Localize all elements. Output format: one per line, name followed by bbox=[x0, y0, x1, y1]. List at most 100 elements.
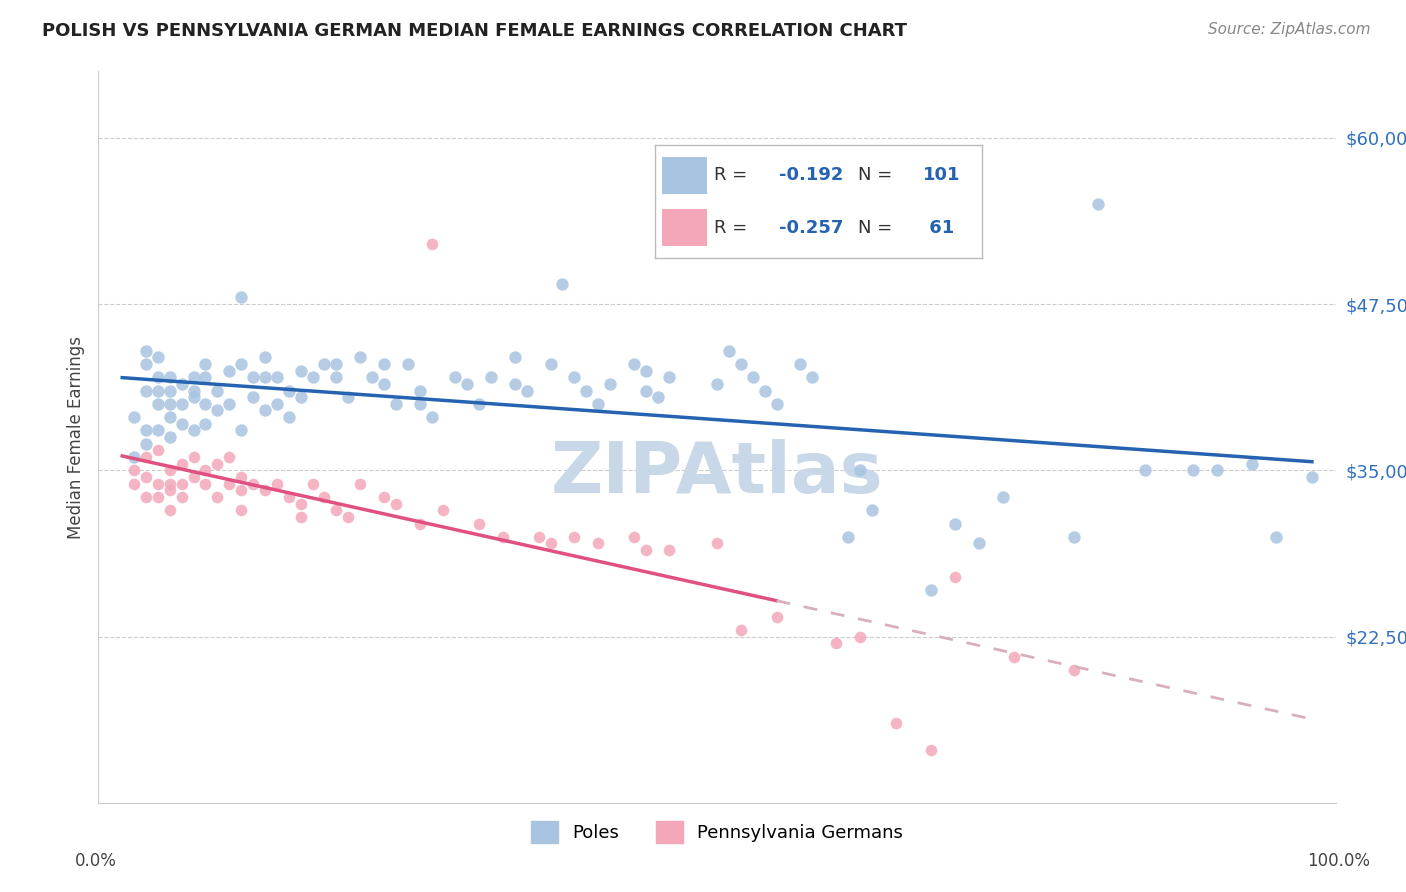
Point bbox=[575, 384, 598, 398]
Point bbox=[135, 470, 157, 484]
Point bbox=[516, 384, 538, 398]
Point bbox=[122, 476, 145, 491]
Point bbox=[325, 370, 347, 384]
Point bbox=[408, 384, 430, 398]
FancyBboxPatch shape bbox=[662, 157, 707, 194]
Point bbox=[218, 476, 240, 491]
Point bbox=[551, 277, 574, 292]
Point bbox=[943, 570, 966, 584]
Point bbox=[277, 490, 299, 504]
Point bbox=[562, 530, 585, 544]
Point bbox=[290, 509, 312, 524]
Point bbox=[599, 376, 621, 391]
Point bbox=[170, 417, 193, 431]
Point bbox=[183, 390, 205, 404]
Point bbox=[146, 370, 169, 384]
Point bbox=[301, 370, 323, 384]
Point bbox=[146, 351, 169, 365]
Point bbox=[920, 742, 942, 756]
Point bbox=[135, 450, 157, 464]
Point bbox=[373, 376, 395, 391]
Point bbox=[231, 290, 253, 304]
Point bbox=[420, 410, 443, 425]
Point bbox=[920, 582, 942, 597]
Point bbox=[170, 457, 193, 471]
Point bbox=[741, 370, 763, 384]
Point bbox=[789, 357, 811, 371]
Point bbox=[730, 357, 752, 371]
Point bbox=[540, 357, 562, 371]
Point bbox=[159, 410, 181, 425]
Point bbox=[1265, 530, 1288, 544]
Text: -0.257: -0.257 bbox=[779, 219, 844, 236]
Point bbox=[194, 397, 217, 411]
Point bbox=[159, 397, 181, 411]
Point bbox=[277, 410, 299, 425]
Point bbox=[432, 503, 454, 517]
Point bbox=[325, 357, 347, 371]
Point bbox=[849, 463, 872, 477]
Point bbox=[218, 363, 240, 377]
Point bbox=[253, 403, 276, 417]
Point bbox=[634, 363, 657, 377]
Point bbox=[349, 351, 371, 365]
Point bbox=[396, 357, 419, 371]
Point bbox=[754, 384, 776, 398]
Point bbox=[943, 516, 966, 531]
Point bbox=[146, 384, 169, 398]
Point bbox=[337, 509, 360, 524]
Point bbox=[658, 543, 681, 558]
Point bbox=[456, 376, 478, 391]
Point bbox=[159, 476, 181, 491]
Point bbox=[183, 370, 205, 384]
Point bbox=[159, 430, 181, 444]
Point bbox=[658, 370, 681, 384]
Point bbox=[183, 470, 205, 484]
Text: N =: N = bbox=[858, 219, 898, 236]
Point bbox=[146, 490, 169, 504]
Point bbox=[1087, 197, 1109, 211]
Point bbox=[207, 403, 229, 417]
Point bbox=[385, 497, 408, 511]
Point bbox=[207, 457, 229, 471]
Point bbox=[122, 463, 145, 477]
Point bbox=[634, 384, 657, 398]
Point bbox=[301, 476, 323, 491]
Point bbox=[266, 476, 288, 491]
Point bbox=[183, 424, 205, 438]
Point bbox=[277, 384, 299, 398]
Point bbox=[135, 343, 157, 358]
Text: 101: 101 bbox=[924, 167, 960, 185]
Text: R =: R = bbox=[714, 167, 754, 185]
Point bbox=[170, 490, 193, 504]
Point bbox=[527, 530, 550, 544]
Point bbox=[194, 463, 217, 477]
Point bbox=[290, 363, 312, 377]
Point bbox=[492, 530, 515, 544]
Point bbox=[146, 476, 169, 491]
Text: 100.0%: 100.0% bbox=[1308, 852, 1369, 870]
Point bbox=[218, 397, 240, 411]
Point bbox=[266, 370, 288, 384]
Point bbox=[159, 370, 181, 384]
Point bbox=[967, 536, 990, 550]
Text: Source: ZipAtlas.com: Source: ZipAtlas.com bbox=[1208, 22, 1371, 37]
Point bbox=[218, 450, 240, 464]
Point bbox=[623, 530, 645, 544]
Point bbox=[385, 397, 408, 411]
Point bbox=[194, 476, 217, 491]
Point bbox=[231, 470, 253, 484]
Point bbox=[373, 357, 395, 371]
Point bbox=[325, 503, 347, 517]
Point bbox=[586, 397, 609, 411]
Point bbox=[634, 543, 657, 558]
Point bbox=[266, 397, 288, 411]
Point bbox=[801, 370, 824, 384]
Text: 0.0%: 0.0% bbox=[75, 852, 117, 870]
Point bbox=[503, 376, 526, 391]
Point bbox=[183, 384, 205, 398]
Point bbox=[765, 397, 787, 411]
Point bbox=[290, 497, 312, 511]
Text: N =: N = bbox=[858, 167, 898, 185]
Point bbox=[503, 351, 526, 365]
